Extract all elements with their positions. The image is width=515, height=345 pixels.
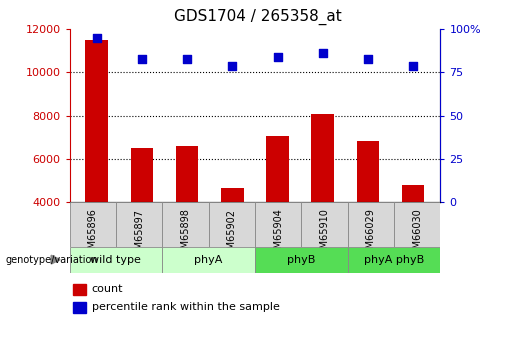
Text: genotype/variation: genotype/variation	[5, 255, 98, 265]
Bar	[255, 202, 301, 247]
Bar	[85, 40, 108, 288]
Bar	[176, 146, 198, 288]
Bar	[357, 141, 379, 288]
Bar	[301, 202, 348, 247]
Point	[364, 56, 372, 61]
Bar	[348, 202, 394, 247]
Text: percentile rank within the sample: percentile rank within the sample	[92, 303, 280, 312]
Bar	[348, 247, 440, 273]
Bar	[73, 284, 86, 295]
Point	[228, 63, 236, 68]
Text: count: count	[92, 285, 123, 294]
Text: phyB: phyB	[287, 255, 316, 265]
Point	[409, 63, 417, 68]
Text: GSM65896: GSM65896	[88, 208, 98, 262]
Bar	[131, 148, 153, 288]
Text: GSM65897: GSM65897	[134, 208, 144, 262]
Bar	[394, 202, 440, 247]
Point	[138, 56, 146, 61]
Bar	[266, 136, 289, 288]
Text: GSM65904: GSM65904	[273, 208, 283, 262]
Text: phyA phyB: phyA phyB	[364, 255, 424, 265]
Bar	[255, 247, 348, 273]
Bar	[162, 202, 209, 247]
Bar	[70, 202, 116, 247]
Bar	[70, 247, 162, 273]
Point	[93, 35, 101, 41]
Point	[183, 56, 191, 61]
Bar	[162, 247, 255, 273]
Text: GDS1704 / 265358_at: GDS1704 / 265358_at	[174, 9, 341, 25]
Text: GSM65898: GSM65898	[180, 208, 191, 262]
Text: wild type: wild type	[91, 255, 141, 265]
Bar	[312, 115, 334, 288]
Text: GSM65910: GSM65910	[319, 208, 330, 262]
Text: phyA: phyA	[194, 255, 223, 265]
Text: GSM65902: GSM65902	[227, 208, 237, 262]
Bar	[116, 202, 162, 247]
Text: GSM66029: GSM66029	[366, 208, 376, 262]
Bar	[73, 302, 86, 313]
Bar	[209, 202, 255, 247]
Bar	[221, 188, 244, 288]
Bar	[402, 185, 424, 288]
Text: GSM66030: GSM66030	[412, 208, 422, 261]
Point	[319, 51, 327, 56]
Point	[273, 54, 282, 60]
